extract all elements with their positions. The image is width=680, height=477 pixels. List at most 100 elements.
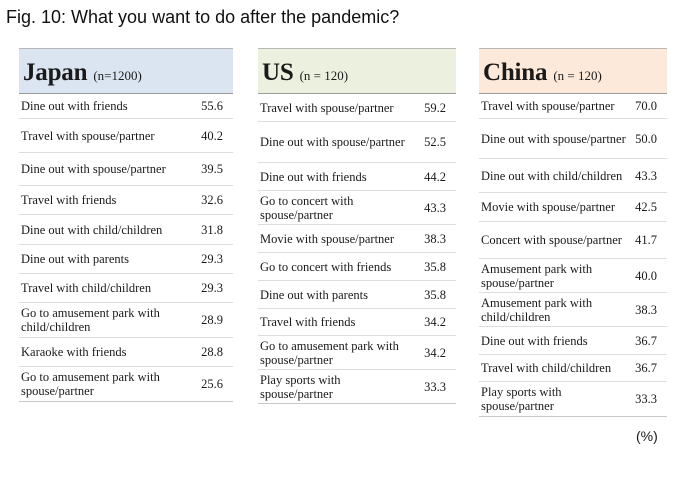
table-row: Travel with spouse/partner 70.0	[479, 94, 667, 119]
ranking-table: Dine out with friends 55.6 Travel with spo…	[19, 94, 233, 402]
activity-label: Travel with spouse/partner	[21, 128, 155, 143]
activity-label: Dine out with parents	[260, 287, 368, 302]
activity-label: Dine out with friends	[481, 333, 588, 348]
table-row: Go to amusement park with spouse/partner…	[258, 336, 456, 370]
sample-size: (n = 120)	[299, 68, 349, 83]
percent-value: 36.7	[635, 361, 657, 375]
activity-label: Travel with friends	[260, 315, 356, 329]
percent-value: 70.0	[635, 99, 657, 113]
activity-label: Go to amusement park with spouse/partner	[260, 338, 399, 367]
table-row: Amusement park with child/children 38.3	[479, 293, 667, 327]
percent-value: 28.8	[201, 345, 223, 359]
activity-label: Dine out with friends	[21, 99, 128, 113]
percent-value: 34.2	[424, 345, 446, 360]
table-row: Karaoke with friends 28.8	[19, 338, 233, 367]
table-row: Dine out with friends 36.7	[479, 327, 667, 355]
activity-label: Go to amusement park with spouse/partner	[21, 370, 160, 398]
table-row: Travel with friends 32.6	[19, 186, 233, 215]
activity-label: Movie with spouse/partner	[260, 231, 395, 246]
table-row: Go to amusement park with child/children…	[19, 303, 233, 338]
country-name: China	[483, 59, 548, 86]
table-row: Travel with spouse/partner 40.2	[19, 119, 233, 153]
percent-value: 25.6	[201, 377, 223, 391]
activity-label: Go to amusement park with child/children	[21, 306, 160, 334]
percent-value: 35.8	[424, 287, 446, 302]
percent-value: 34.2	[424, 315, 446, 329]
table-row: Dine out with friends 55.6	[19, 94, 233, 119]
table-row: Dine out with spouse/partner 50.0	[479, 119, 667, 159]
percent-value: 59.2	[424, 100, 446, 115]
percent-value: 41.7	[635, 233, 657, 247]
ranking-table: Travel with spouse/partner 70.0 Dine out w…	[479, 94, 667, 417]
percent-value: 32.6	[201, 193, 223, 207]
percent-value: 40.0	[635, 268, 657, 283]
activity-label: Dine out with child/children	[481, 168, 623, 183]
percent-value: 44.2	[424, 169, 446, 184]
percent-value: 38.3	[635, 302, 657, 317]
activity-label: Play sports with spouse/partner	[260, 372, 341, 401]
activity-label: Travel with child/children	[481, 361, 612, 375]
table-row: Dine out with child/children 31.8	[19, 215, 233, 245]
table-row: Dine out with spouse/partner 39.5	[19, 153, 233, 186]
activity-label: Dine out with child/children	[21, 222, 163, 237]
panel-us: US (n = 120) Travel with spouse/partner 5…	[258, 48, 456, 404]
percent-value: 31.8	[201, 222, 223, 237]
unit-note: (%)	[636, 428, 658, 444]
activity-label: Amusement park with spouse/partner	[481, 261, 593, 290]
panel-japan: Japan (n=1200) Dine out with friends 55.6…	[19, 48, 233, 402]
ranking-table: Travel with spouse/partner 59.2 Dine out w…	[258, 94, 456, 404]
percent-value: 38.3	[424, 231, 446, 246]
percent-value: 29.3	[201, 252, 223, 266]
percent-value: 52.5	[424, 135, 446, 149]
percent-value: 39.5	[201, 162, 223, 176]
activity-label: Dine out with friends	[260, 169, 367, 184]
activity-label: Dine out with spouse/partner	[21, 162, 166, 176]
table-row: Concert with spouse/partner 41.7	[479, 222, 667, 259]
activity-label: Movie with spouse/partner	[481, 200, 616, 214]
table-row: Go to concert with friends 35.8	[258, 253, 456, 281]
activity-label: Travel with spouse/partner	[481, 99, 615, 113]
percent-value: 29.3	[201, 281, 223, 295]
country-name: US	[262, 59, 294, 86]
activity-label: Go to concert with friends	[260, 259, 392, 274]
activity-label: Travel with friends	[21, 193, 117, 207]
figure-title: Fig. 10: What you want to do after the p…	[6, 7, 400, 27]
panel-header: US (n = 120)	[258, 48, 456, 94]
activity-label: Travel with child/children	[21, 281, 152, 295]
table-row: Amusement park with spouse/partner 40.0	[479, 259, 667, 293]
activity-label: Dine out with parents	[21, 252, 129, 266]
percent-value: 50.0	[635, 131, 657, 146]
panel-china: China (n = 120) Travel with spouse/partn…	[479, 48, 667, 417]
panel-header: China (n = 120)	[479, 48, 667, 94]
activity-label: Play sports with spouse/partner	[481, 385, 562, 413]
table-row: Travel with friends 34.2	[258, 309, 456, 336]
table-row: Dine out with spouse/partner 52.5	[258, 122, 456, 163]
table-row: Movie with spouse/partner 42.5	[479, 193, 667, 222]
percent-value: 33.3	[424, 379, 446, 394]
percent-value: 43.3	[635, 168, 657, 183]
percent-value: 40.2	[201, 128, 223, 143]
activity-label: Dine out with spouse/partner	[481, 131, 626, 146]
percent-value: 28.9	[201, 313, 223, 327]
percent-value: 43.3	[424, 200, 446, 215]
activity-label: Dine out with spouse/partner	[260, 135, 405, 149]
table-row: Movie with spouse/partner 38.3	[258, 225, 456, 253]
percent-value: 36.7	[635, 333, 657, 348]
sample-size: (n=1200)	[93, 68, 142, 83]
percent-value: 33.3	[635, 392, 657, 406]
activity-label: Go to concert with spouse/partner	[260, 193, 354, 222]
table-row: Dine out with child/children 43.3	[479, 159, 667, 193]
table-row: Play sports with spouse/partner 33.3	[258, 370, 456, 403]
table-row: Travel with spouse/partner 59.2	[258, 94, 456, 122]
percent-value: 42.5	[635, 200, 657, 214]
table-row: Travel with child/children 29.3	[19, 274, 233, 303]
panel-header: Japan (n=1200)	[19, 48, 233, 94]
table-row: Travel with child/children 36.7	[479, 355, 667, 382]
table-row: Play sports with spouse/partner 33.3	[479, 382, 667, 416]
activity-label: Concert with spouse/partner	[481, 233, 622, 247]
percent-value: 35.8	[424, 259, 446, 274]
activity-label: Travel with spouse/partner	[260, 100, 394, 115]
table-row: Dine out with parents 35.8	[258, 281, 456, 309]
table-row: Dine out with friends 44.2	[258, 163, 456, 191]
table-row: Go to concert with spouse/partner 43.3	[258, 191, 456, 225]
